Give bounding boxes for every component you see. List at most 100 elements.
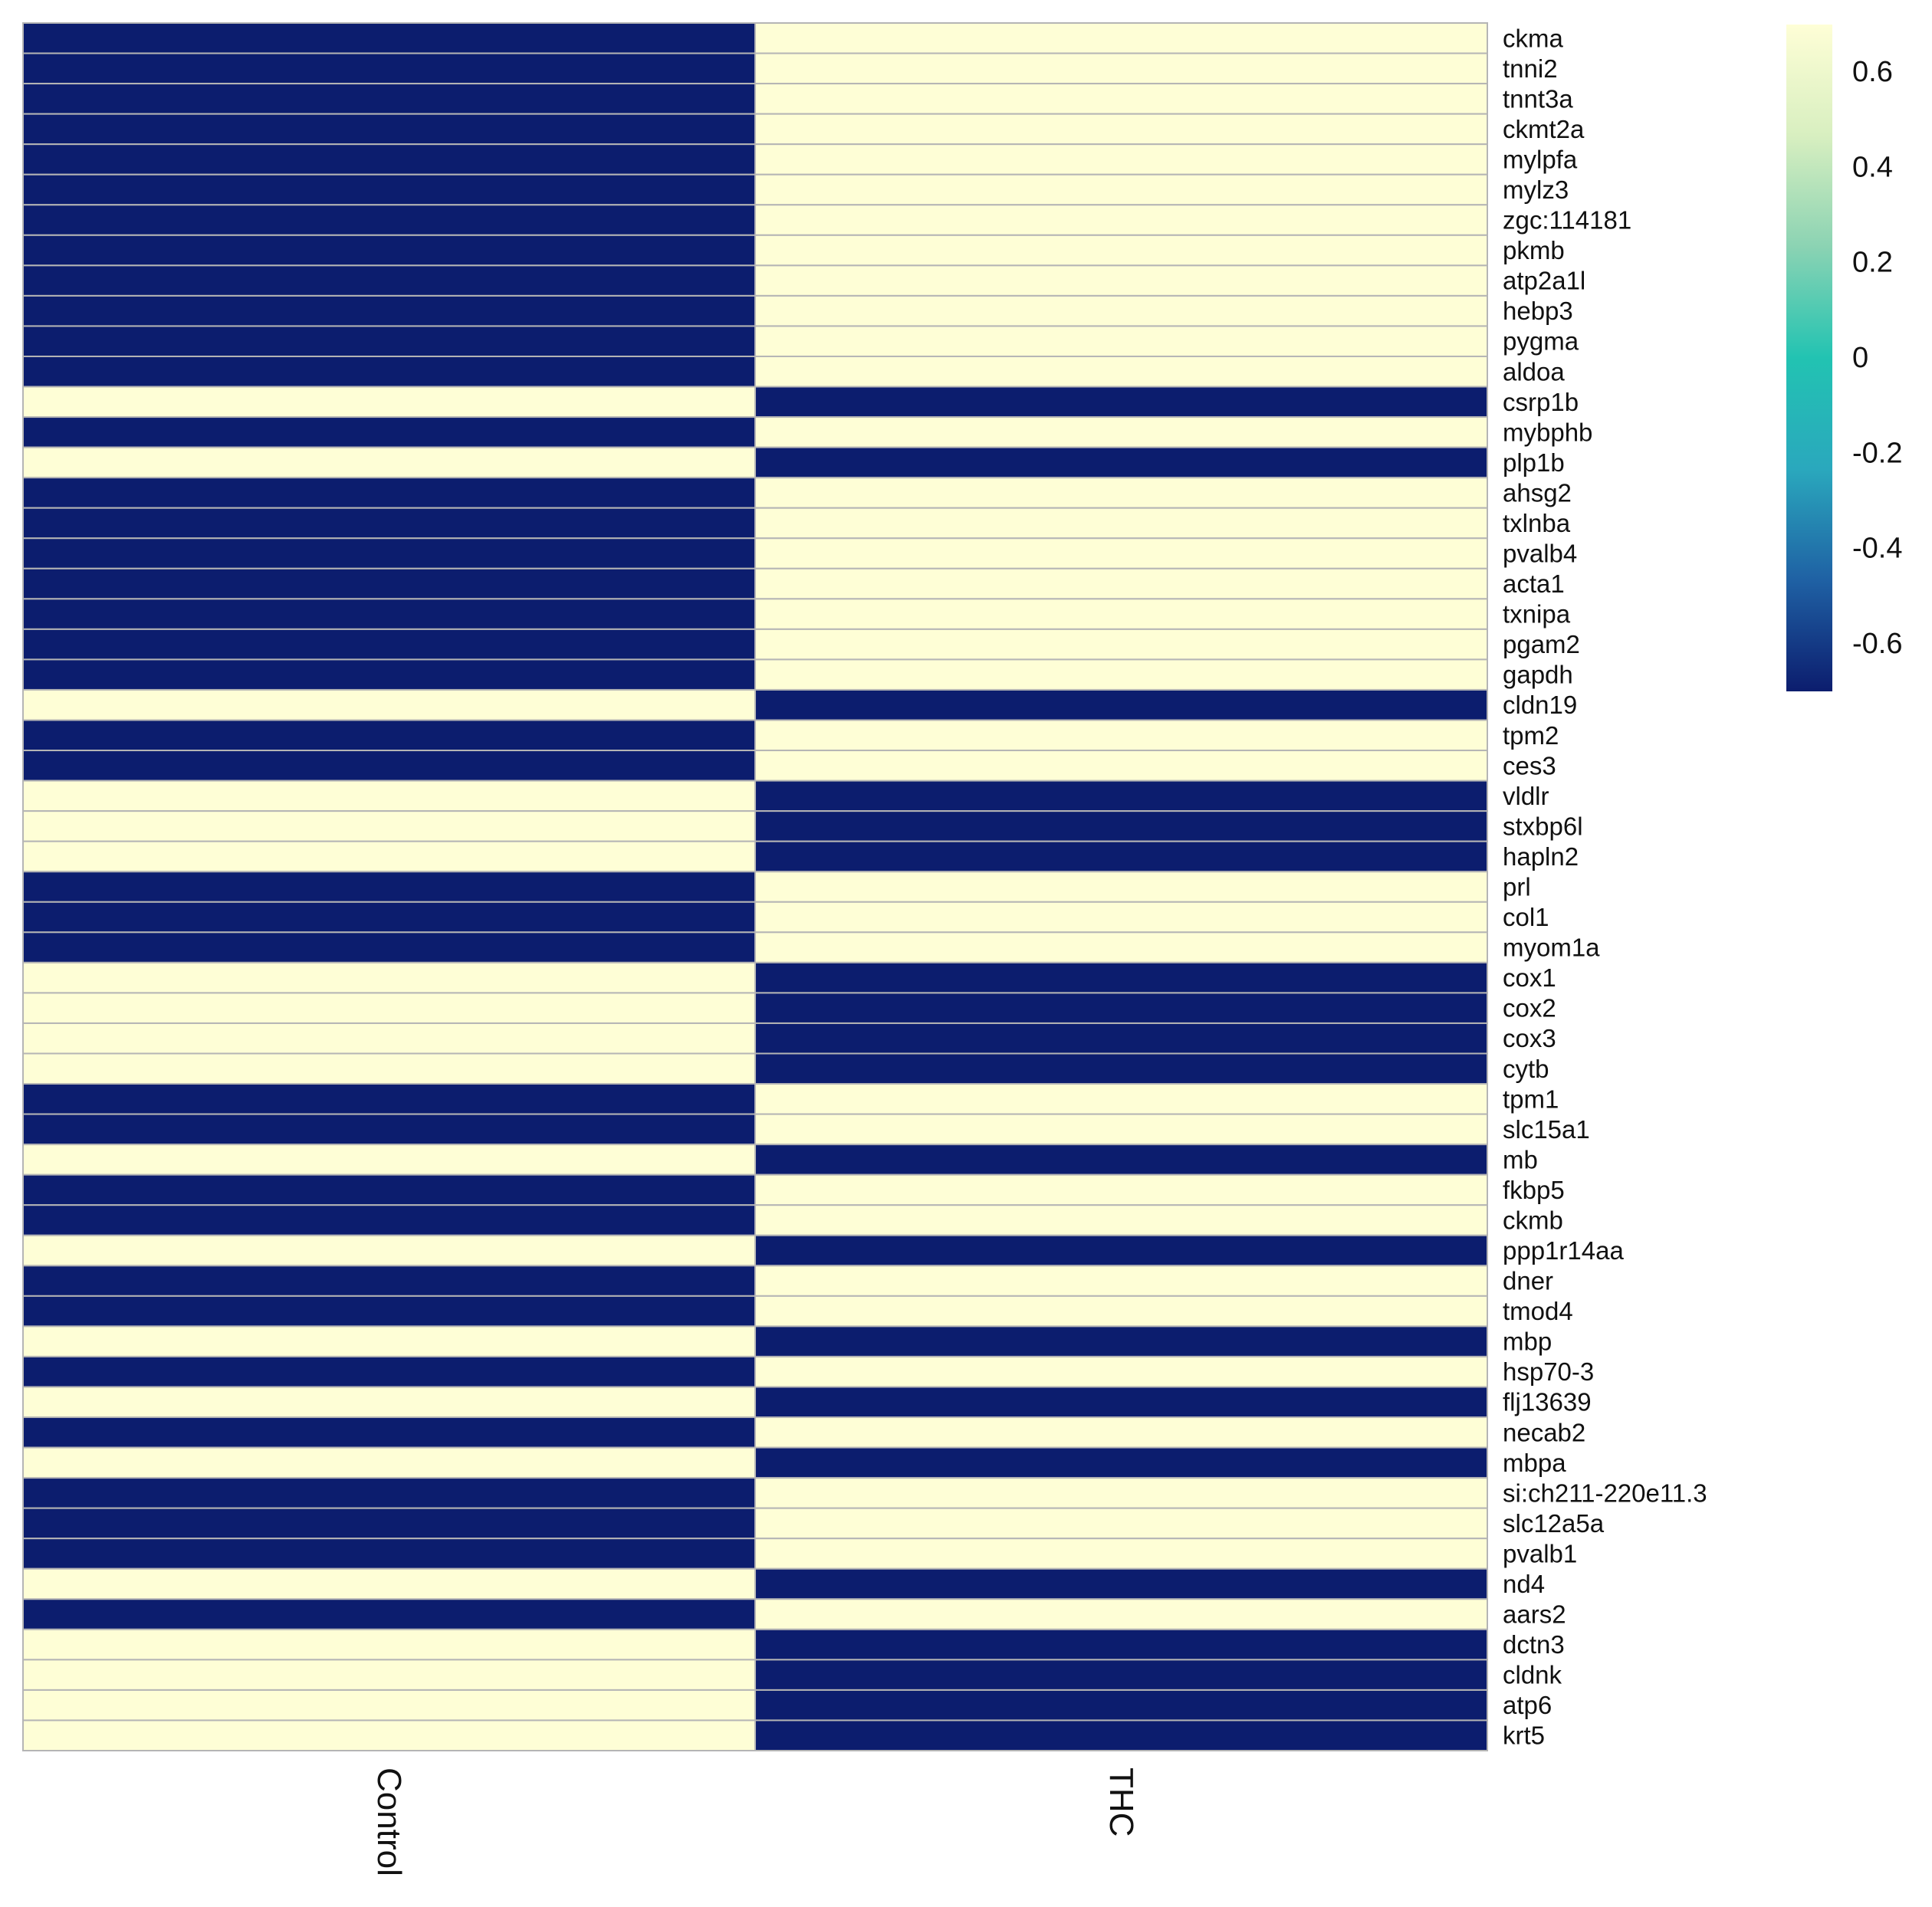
heatmap-cell-ckmb-Control — [22, 1204, 756, 1236]
colorbar-tick-label: 0.2 — [1852, 247, 1893, 279]
heatmap-cell-necab2-Control — [22, 1416, 756, 1449]
heatmap-cell-necab2-THC — [754, 1416, 1488, 1449]
heatmap-cell-ckmb-THC — [754, 1204, 1488, 1236]
gene-label: col1 — [1503, 903, 1549, 931]
gene-label: nd4 — [1503, 1570, 1545, 1598]
heatmap-cell-tpm2-THC — [754, 719, 1488, 752]
gene-label: txnipa — [1503, 600, 1571, 629]
heatmap-cell-fkbp5-THC — [754, 1173, 1488, 1206]
gene-label: mylpfa — [1503, 145, 1578, 173]
heatmap-cell-dctn3-Control — [22, 1628, 756, 1661]
heatmap-cell-cox2-Control — [22, 992, 756, 1024]
heatmap-cell-cox1-THC — [754, 961, 1488, 994]
heatmap-cell-tmod4-THC — [754, 1295, 1488, 1328]
colorbar-tick-label: 0.4 — [1852, 151, 1893, 183]
gene-label: aldoa — [1503, 357, 1565, 386]
heatmap-cell-cox3-THC — [754, 1022, 1488, 1055]
colorbar-tick-label: 0.6 — [1852, 56, 1893, 88]
gene-label: atp2a1l — [1503, 267, 1585, 295]
heatmap-cell-zgc:114181-Control — [22, 204, 756, 236]
heatmap-cell-cox3-Control — [22, 1022, 756, 1055]
heatmap-cell-csrp1b-Control — [22, 386, 756, 418]
heatmap-cell-acta1-Control — [22, 567, 756, 600]
heatmap-cell-tnnt3a-THC — [754, 83, 1488, 115]
heatmap-cell-tpm1-THC — [754, 1083, 1488, 1115]
gene-label: aars2 — [1503, 1600, 1566, 1629]
gene-label: stxbp6l — [1503, 812, 1583, 840]
gene-label: vldlr — [1503, 782, 1549, 810]
heatmap-cell-si:ch211-220e11.3-Control — [22, 1477, 756, 1509]
gene-label: tmod4 — [1503, 1297, 1573, 1325]
colorbar-gradient — [1786, 25, 1832, 691]
heatmap-cell-atp2a1l-THC — [754, 264, 1488, 297]
heatmap-cell-tpm2-Control — [22, 719, 756, 752]
heatmap-cell-ppp1r14aa-Control — [22, 1234, 756, 1267]
heatmap-cell-aldoa-THC — [754, 355, 1488, 388]
heatmap-cell-zgc:114181-THC — [754, 204, 1488, 236]
heatmap-cell-plp1b-Control — [22, 446, 756, 479]
heatmap-cell-pvalb1-THC — [754, 1538, 1488, 1570]
heatmap-cell-krt5-Control — [22, 1719, 756, 1751]
heatmap-cell-col1-THC — [754, 901, 1488, 934]
heatmap-cell-cytb-THC — [754, 1052, 1488, 1085]
colorbar-ticks: 0.6 0.4 0.2 0 -0.2 -0.4 -0.6 — [1852, 56, 1902, 660]
heatmap-cell-cldnk-Control — [22, 1659, 756, 1691]
gene-label: gapdh — [1503, 661, 1573, 689]
heatmap-cell-cytb-Control — [22, 1052, 756, 1085]
heatmap-cell-mybphb-Control — [22, 416, 756, 448]
gene-label: slc15a1 — [1503, 1115, 1590, 1144]
heatmap-cell-plp1b-THC — [754, 446, 1488, 479]
heatmap-cell-ckma-Control — [22, 22, 756, 54]
gene-label: fkbp5 — [1503, 1176, 1565, 1204]
heatmap-cell-tnni2-Control — [22, 52, 756, 85]
heatmap-cell-slc12a5a-THC — [754, 1507, 1488, 1540]
heatmap-cell-ckmt2a-Control — [22, 113, 756, 146]
heatmap-cell-flj13639-THC — [754, 1386, 1488, 1419]
gene-label: plp1b — [1503, 448, 1565, 477]
heatmap-cell-aldoa-Control — [22, 355, 756, 388]
gene-label: pvalb1 — [1503, 1539, 1577, 1567]
gene-label: cldnk — [1503, 1661, 1562, 1689]
gene-label: pygma — [1503, 327, 1579, 356]
heatmap-cell-atp6-THC — [754, 1689, 1488, 1722]
heatmap-cell-ppp1r14aa-THC — [754, 1234, 1488, 1267]
gene-label: krt5 — [1503, 1722, 1545, 1750]
heatmap-cell-pkmb-Control — [22, 234, 756, 267]
heatmap-cell-hebp3-Control — [22, 294, 756, 327]
heatmap-cell-prl-Control — [22, 871, 756, 903]
heatmap-cell-stxbp6l-Control — [22, 810, 756, 842]
gene-label: pgam2 — [1503, 630, 1580, 658]
heatmap-cell-tmod4-Control — [22, 1295, 756, 1328]
heatmap-cell-hapln2-Control — [22, 840, 756, 873]
colorbar-tick-label: -0.6 — [1852, 628, 1902, 660]
heatmap-cell-hsp70-3-THC — [754, 1355, 1488, 1388]
heatmap-cell-ckma-THC — [754, 22, 1488, 54]
heatmap-cell-txlnba-Control — [22, 507, 756, 540]
gene-label: mbp — [1503, 1328, 1552, 1356]
heatmap-cell-slc12a5a-Control — [22, 1507, 756, 1540]
heatmap-cell-mylpfa-THC — [754, 143, 1488, 176]
gene-label: necab2 — [1503, 1418, 1585, 1446]
gene-label: dner — [1503, 1267, 1553, 1295]
heatmap-cell-cldn19-Control — [22, 688, 756, 721]
gene-label: flj13639 — [1503, 1388, 1592, 1416]
heatmap-cell-nd4-Control — [22, 1567, 756, 1600]
gene-label: cldn19 — [1503, 691, 1577, 719]
heatmap-cell-aars2-THC — [754, 1598, 1488, 1630]
heatmap-cell-dner-THC — [754, 1265, 1488, 1297]
heatmap-cell-mylz3-Control — [22, 173, 756, 206]
heatmap-cell-hebp3-THC — [754, 294, 1488, 327]
heatmap-cell-flj13639-Control — [22, 1386, 756, 1419]
heatmap-cell-tpm1-Control — [22, 1083, 756, 1115]
heatmap-cell-ahsg2-Control — [22, 477, 756, 509]
gene-label: hebp3 — [1503, 297, 1573, 325]
heatmap-cell-ces3-Control — [22, 750, 756, 782]
gene-label: pvalb4 — [1503, 540, 1577, 568]
heatmap-cell-ces3-THC — [754, 750, 1488, 782]
heatmap-cell-nd4-THC — [754, 1567, 1488, 1600]
heatmap-cell-csrp1b-THC — [754, 386, 1488, 418]
gene-label: tnni2 — [1503, 54, 1558, 83]
heatmap-cell-col1-Control — [22, 901, 756, 934]
heatmap-cell-atp2a1l-Control — [22, 264, 756, 297]
